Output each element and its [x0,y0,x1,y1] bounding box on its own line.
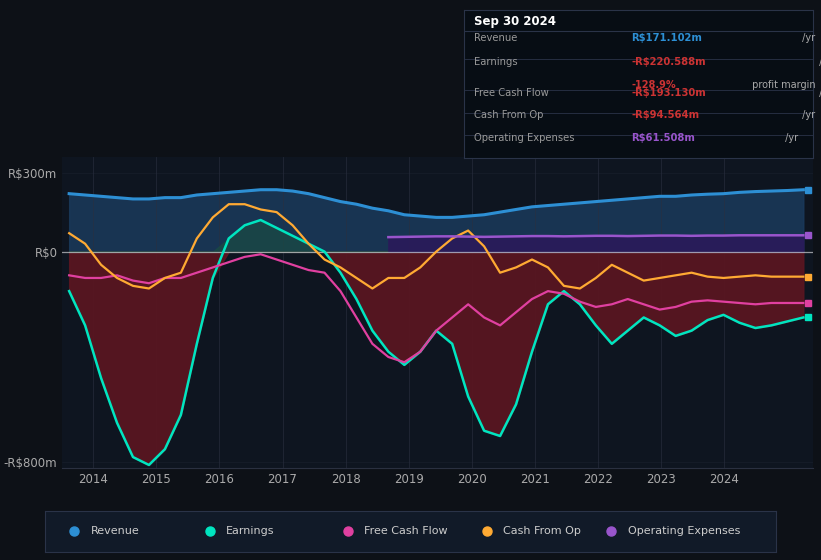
Text: Cash From Op: Cash From Op [475,110,544,120]
Text: -R$94.564m: -R$94.564m [631,110,699,120]
Text: Revenue: Revenue [90,526,140,536]
Text: Sep 30 2024: Sep 30 2024 [475,16,557,29]
Text: Operating Expenses: Operating Expenses [627,526,740,536]
Text: Earnings: Earnings [226,526,274,536]
Text: /yr: /yr [815,57,821,67]
Text: R$61.508m: R$61.508m [631,133,695,143]
Text: Free Cash Flow: Free Cash Flow [475,88,549,98]
Text: Cash From Op: Cash From Op [503,526,581,536]
Text: profit margin: profit margin [749,80,815,90]
Text: /yr: /yr [799,33,815,43]
Text: -R$193.130m: -R$193.130m [631,88,706,98]
Text: Revenue: Revenue [475,33,518,43]
Text: -R$220.588m: -R$220.588m [631,57,706,67]
Text: /yr: /yr [799,110,815,120]
Text: R$171.102m: R$171.102m [631,33,702,43]
Text: Free Cash Flow: Free Cash Flow [365,526,448,536]
Text: /yr: /yr [782,133,798,143]
Text: Operating Expenses: Operating Expenses [475,133,575,143]
Text: Earnings: Earnings [475,57,518,67]
Text: -128.9%: -128.9% [631,80,676,90]
Text: /yr: /yr [815,88,821,98]
